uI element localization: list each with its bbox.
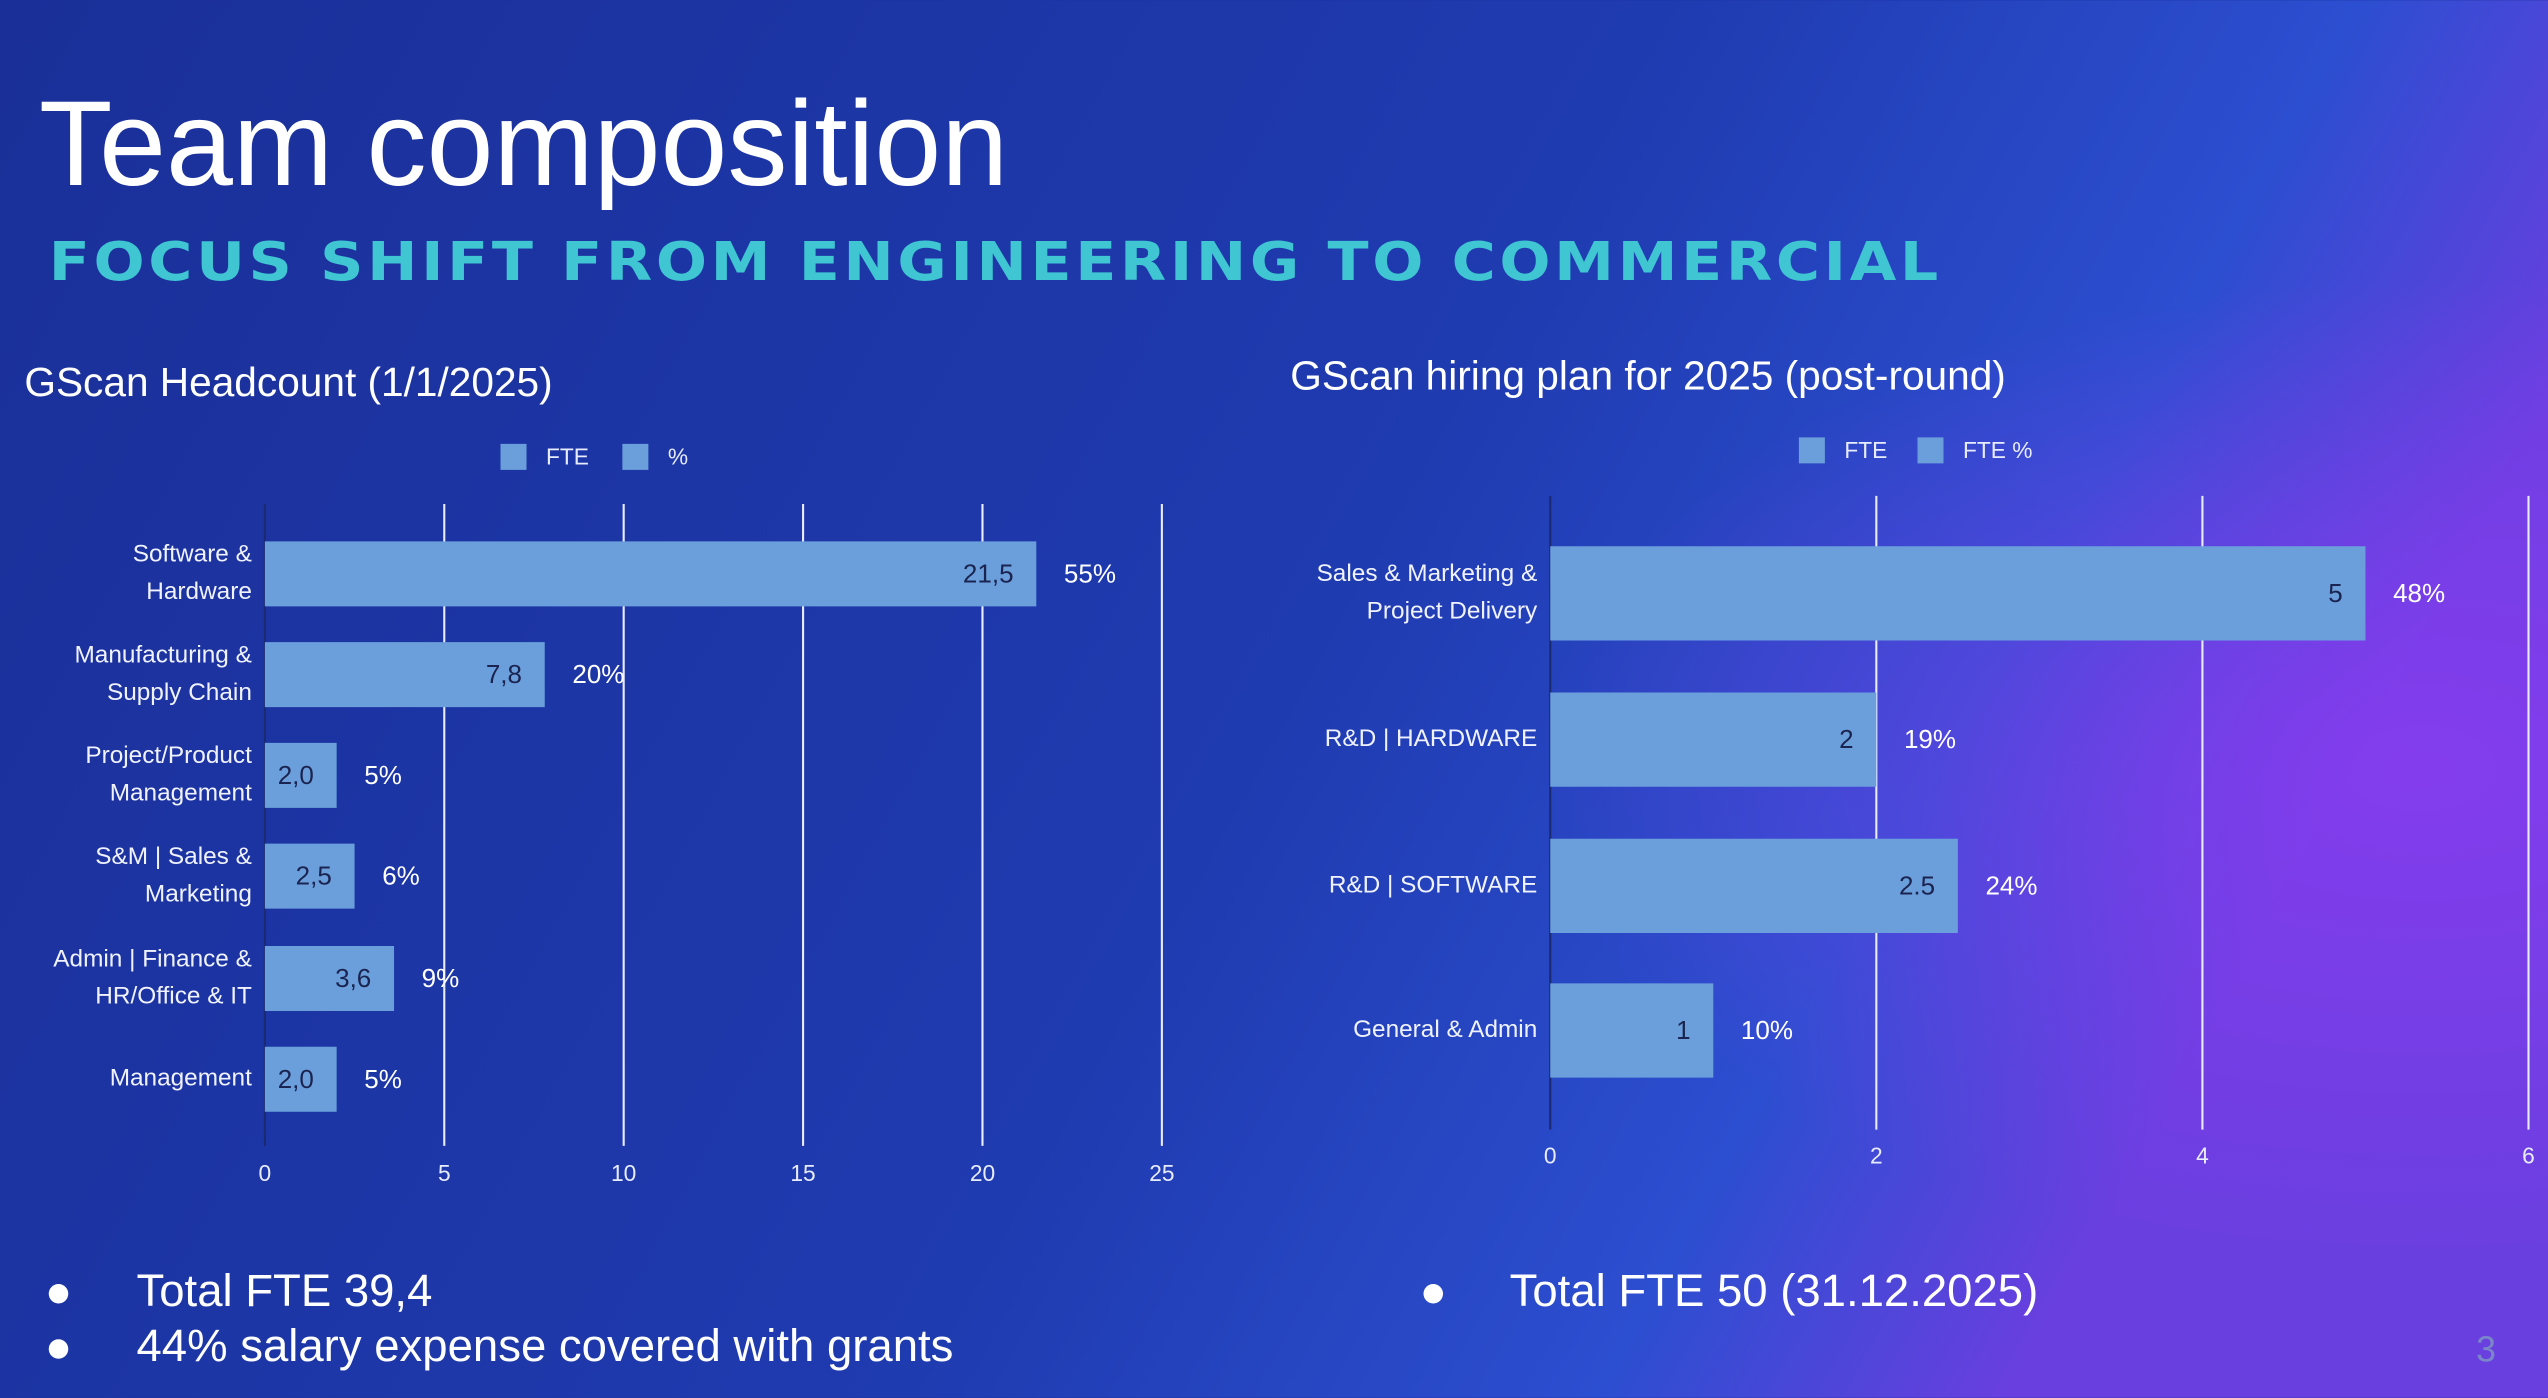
x-tick-label: 0	[1544, 1142, 1557, 1168]
percent-label: 10%	[1741, 1015, 1793, 1045]
bar-value-label: 5	[2328, 578, 2342, 608]
category-label: S&M | Sales &	[95, 843, 252, 870]
percent-label: 48%	[2393, 578, 2445, 608]
category-label: HR/Office & IT	[95, 983, 252, 1010]
x-tick-label: 15	[790, 1160, 815, 1186]
bar	[264, 1046, 337, 1112]
x-tick-label: 0	[259, 1160, 272, 1186]
bar-value-label: 2,5	[296, 861, 332, 891]
legend-swatch	[500, 443, 527, 470]
category-label: Management	[110, 1065, 252, 1092]
percent-label: 5%	[364, 1064, 402, 1094]
slide-subtitle: FOCUS SHIFT FROM ENGINEERING TO COMMERCI…	[49, 230, 1942, 293]
bar-value-label: 1	[1676, 1015, 1690, 1045]
percent-label: 20%	[572, 659, 624, 689]
legend-label: FTE	[546, 444, 589, 470]
page-number: 3	[2476, 1330, 2496, 1370]
category-label: Project/Product	[85, 742, 252, 769]
bar	[264, 742, 337, 808]
x-tick-label: 20	[970, 1160, 995, 1186]
bullet	[48, 1339, 69, 1359]
bar-value-label: 2	[1839, 724, 1853, 754]
bullet-text: Total FTE 39,4	[137, 1265, 433, 1316]
bullet	[48, 1284, 69, 1304]
category-label: R&D | HARDWARE	[1325, 725, 1538, 752]
x-tick-label: 6	[2522, 1142, 2535, 1168]
percent-label: 24%	[1985, 870, 2037, 900]
category-label: Project Delivery	[1367, 598, 1538, 625]
bar-value-label: 7,8	[486, 659, 522, 689]
legend-label: FTE %	[1963, 437, 2033, 463]
category-label: Software &	[133, 541, 252, 568]
slide-title: Team composition	[39, 77, 1008, 211]
legend-swatch	[1798, 437, 1825, 464]
category-label: Sales & Marketing &	[1317, 560, 1538, 587]
category-label: Admin | Finance &	[53, 945, 252, 972]
bar	[1550, 546, 2366, 641]
bar-value-label: 2,0	[278, 1064, 314, 1094]
x-tick-label: 5	[438, 1160, 451, 1186]
legend-swatch	[1917, 437, 1944, 464]
bar	[264, 843, 355, 909]
bar	[264, 946, 395, 1011]
bar	[1550, 692, 1877, 787]
category-label: General & Admin	[1353, 1016, 1537, 1043]
chart-title: GScan Headcount (1/1/2025)	[24, 359, 552, 405]
x-tick-label: 2	[1870, 1142, 1883, 1168]
category-label: R&D | SOFTWARE	[1329, 871, 1537, 898]
category-label: Manufacturing &	[74, 641, 251, 668]
percent-label: 5%	[364, 760, 402, 790]
bar	[1550, 983, 1714, 1078]
bullet-text: 44% salary expense covered with grants	[137, 1320, 954, 1371]
bullet-text: Total FTE 50 (31.12.2025)	[1510, 1265, 2039, 1316]
bar-value-label: 2,0	[278, 760, 314, 790]
x-tick-label: 25	[1149, 1160, 1174, 1186]
bar	[264, 642, 545, 708]
legend-label: %	[668, 444, 688, 470]
bar-value-label: 2.5	[1899, 870, 1935, 900]
x-tick-label: 4	[2196, 1142, 2209, 1168]
percent-label: 6%	[382, 861, 420, 891]
category-label: Supply Chain	[107, 679, 252, 706]
chart-title: GScan hiring plan for 2025 (post-round)	[1290, 353, 2006, 399]
percent-label: 19%	[1904, 724, 1956, 754]
category-label: Marketing	[145, 880, 252, 907]
bar	[1550, 838, 1958, 933]
bar	[264, 541, 1037, 607]
bar-value-label: 3,6	[335, 963, 371, 993]
percent-label: 55%	[1064, 558, 1116, 588]
x-tick-label: 10	[611, 1160, 636, 1186]
legend-swatch	[622, 443, 649, 470]
legend-label: FTE	[1844, 437, 1887, 463]
bar-value-label: 21,5	[963, 558, 1014, 588]
category-label: Management	[110, 780, 252, 807]
percent-label: 9%	[422, 963, 460, 993]
bullet	[1423, 1284, 1443, 1304]
category-label: Hardware	[146, 578, 252, 605]
